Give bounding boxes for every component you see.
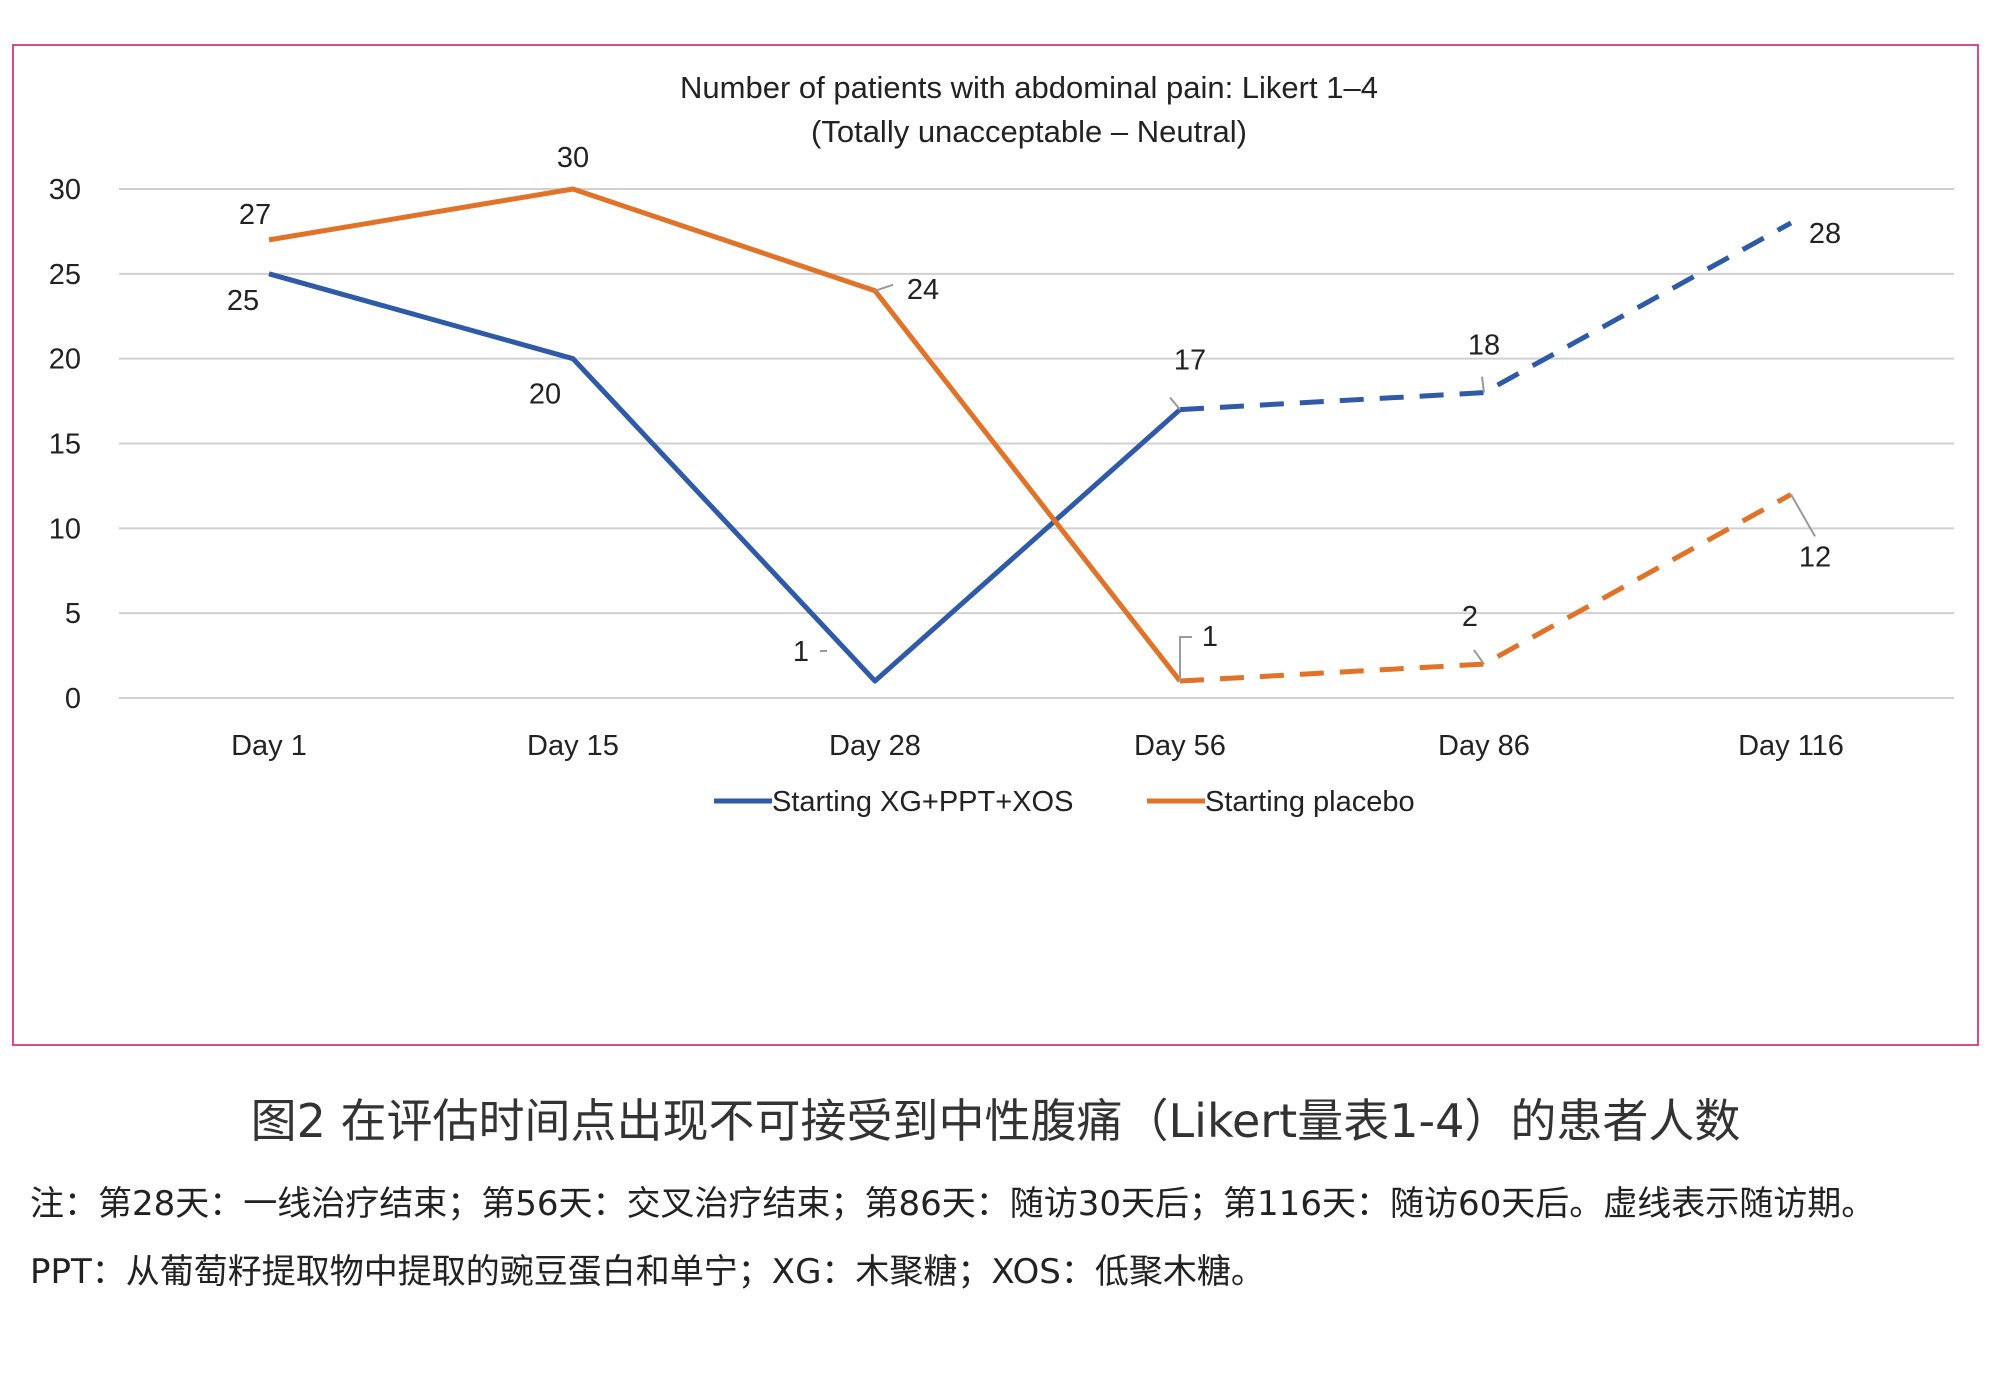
y-tick-label: 30 [49,174,81,206]
series-line-dashed-1 [1179,220,1793,413]
data-label: 30 [557,142,589,174]
data-label-leader [1790,493,1816,537]
series-line-solid-1 [268,271,1182,684]
x-tick-label: Day 56 [1134,730,1226,762]
x-tick-label: Day 1 [231,730,307,762]
legend-label-2: Starting placebo [1205,786,1415,818]
data-label: 2 [1462,601,1478,633]
x-tick-label: Day 116 [1738,730,1844,762]
y-tick-label: 20 [49,344,81,376]
x-tick-label: Day 28 [829,730,921,762]
series-line-dashed-2 [1179,492,1793,684]
data-label: 12 [1799,541,1831,573]
y-tick-label: 25 [49,259,81,291]
chart-frame: Number of patients with abdominal pain: … [12,44,1979,1046]
x-tick-label: Day 86 [1438,730,1530,762]
data-label-leader [1169,396,1181,411]
figure-note: 注：第28天：一线治疗结束；第56天：交叉治疗结束；第86天：随访30天后；第1… [30,1184,1876,1292]
legend-label-1: Starting XG+PPT+XOS [772,786,1073,818]
data-label: 1 [793,636,809,668]
line-chart: Number of patients with abdominal pain: … [49,70,1954,818]
data-label: 24 [907,274,939,306]
data-label: 18 [1468,330,1500,362]
data-label-leader [874,283,894,292]
data-label: 25 [227,285,259,317]
y-tick-label: 0 [65,683,81,715]
data-label: 27 [239,199,271,231]
data-label: 17 [1174,345,1206,377]
chart-title-line-2: (Totally unacceptable – Neutral) [811,114,1247,149]
data-label-leader [1473,649,1485,665]
y-tick-label: 5 [65,598,81,630]
data-label: 1 [1202,621,1218,653]
data-label: 20 [529,379,561,411]
figure-caption: 图2 在评估时间点出现不可接受到中性腹痛（Likert量表1-4）的患者人数 [250,1094,1741,1148]
data-label-leader [1179,636,1192,682]
data-label: 28 [1809,218,1841,250]
y-tick-label: 15 [49,429,81,461]
series-line-solid-2 [268,186,1182,683]
data-label-leader [1481,376,1485,393]
x-tick-label: Day 15 [527,730,619,762]
y-tick-label: 10 [49,513,81,545]
chart-title-line-1: Number of patients with abdominal pain: … [680,70,1378,105]
